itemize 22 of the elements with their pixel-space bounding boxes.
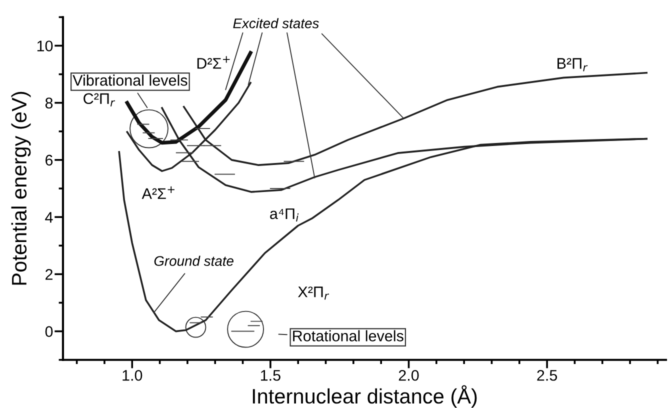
annotation: C²Π$_{r}$ (84, 93, 116, 106)
annotation: Ground state (154, 256, 234, 266)
y-tick-label: 0 (45, 326, 53, 337)
annotation: Rotational levels (293, 330, 404, 342)
annotation: D²Σ$^{+}$ (197, 56, 230, 69)
y-tick-label: 10 (37, 40, 53, 52)
y-axis-title: Potential energy (eV) (11, 92, 31, 285)
x-tick-label: 2.0 (398, 370, 419, 381)
x-axis-title: Internuclear distance (Å) (252, 385, 477, 408)
x-tick-label: 1.5 (260, 370, 280, 381)
annotation: A²Σ$^{+}$ (142, 186, 174, 199)
annotation: X²Π$_{r}$ (298, 286, 330, 300)
annotation: Excited states (233, 18, 319, 28)
y-tick-label: 8 (45, 98, 53, 108)
x-tick-label: 1.0 (122, 370, 142, 381)
annotation: a⁴Π$_{i}$ (270, 208, 299, 222)
y-tick-label: 2 (46, 269, 52, 280)
y-tick-label: 4 (45, 212, 53, 223)
annotation: Vibrational levels (72, 74, 188, 86)
y-tick-label: 6 (46, 154, 53, 166)
x-tick-label: 2.5 (537, 370, 558, 381)
annotation: B²Π$_{r}$ (558, 58, 588, 72)
